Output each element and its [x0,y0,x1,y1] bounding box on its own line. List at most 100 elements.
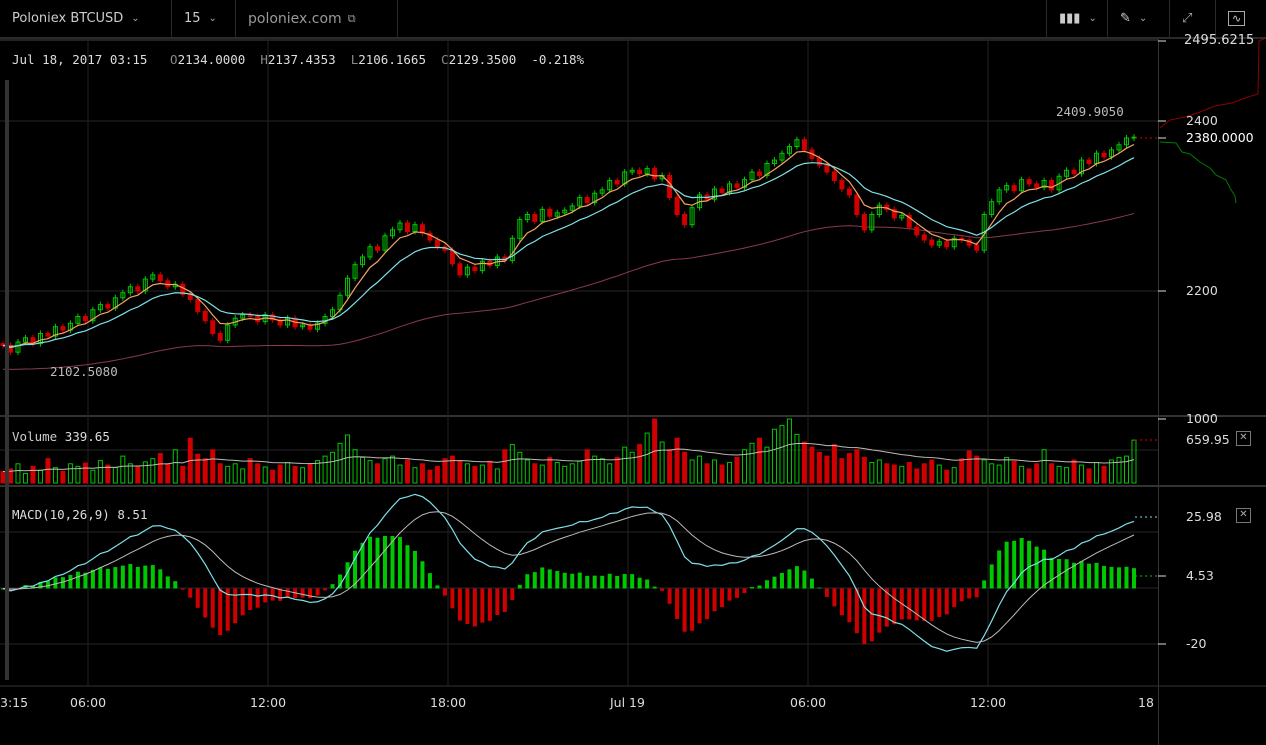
macd-hist-up [645,579,650,589]
macd-hist-up [158,569,163,589]
candle-up [1109,149,1115,158]
volume-bar-up [232,463,238,484]
candle-down [270,314,276,321]
candle-up [1041,180,1047,188]
change-value: -0.218% [531,52,585,67]
volume-bar-down [442,458,448,484]
close-volume-icon[interactable]: ✕ [1236,431,1251,446]
chart-style-button[interactable]: ▮▮▮ ⌄ [1046,0,1108,37]
candle-down [404,222,410,232]
macd-hist-down [967,588,972,599]
volume-bar-down [816,451,822,484]
candle-up [127,286,133,294]
candle-up [779,152,785,161]
macd-hist-up [173,581,178,589]
macd-hist-up [600,575,605,589]
volume-bar-up [981,459,987,484]
volume-bar-down [974,455,980,484]
volume-bar-down [966,450,972,484]
close-macd-icon[interactable]: ✕ [1236,508,1251,523]
volume-bar-up [659,441,665,484]
macd-hist-down [824,588,829,597]
macd-hist-up [1057,559,1062,589]
volume-bar-up [412,467,418,484]
candle-up [315,322,321,330]
volume-bar-down [0,470,6,484]
macd-hist-down [929,588,934,621]
indicators-button[interactable]: ∿ [1216,0,1266,37]
macd-hist-up [1042,549,1047,589]
macd-hist-down [974,588,979,598]
indicator-chart-icon: ∿ [1228,11,1246,26]
volume-bar-down [210,449,216,484]
candle-down [419,224,425,234]
volume-bar-up [494,468,500,484]
macd-hist-up [1049,557,1054,589]
volume-bar-down [854,449,860,484]
candle-up [562,209,568,214]
source-label: poloniex.com [248,10,342,27]
candle-down [210,320,216,334]
long-ma-line [2,213,1135,370]
macd-hist-down [225,588,230,631]
volume-bar-up [1116,456,1122,484]
volume-bar-down [944,469,950,484]
macd-hist-up [517,584,522,589]
candle-up [869,214,875,231]
macd-hist-down [180,588,185,590]
macd-hist-up [397,537,402,589]
candle-down [929,239,935,246]
volume-bar-up [629,451,635,484]
macd-hist-up [98,567,103,589]
macd-hist-down [270,588,275,601]
macd-hist-down [323,588,328,591]
drawing-tools-button[interactable]: ✎ ⌄ [1108,0,1170,37]
macd-hist-down [697,588,702,624]
volume-bar-up [464,463,470,484]
price-axis-top: 2495.6215 [1184,33,1255,48]
candle-up [517,219,523,239]
candle-up [37,333,43,345]
macd-hist-up [764,580,769,589]
candle-down [45,333,51,337]
candle-up [996,189,1002,203]
macd-hist-down [959,588,964,602]
volume-bar-up [869,462,875,484]
interval-selector[interactable]: 15 ⌄ [172,0,236,37]
symbol-selector[interactable]: Poloniex BTCUSD ⌄ [0,0,172,37]
fullscreen-button[interactable]: ⤢ [1170,0,1216,37]
volume-bar-down [839,458,845,484]
macd-hist-up [1019,538,1024,589]
macd-hist-up [1064,559,1069,589]
volume-bar-up [67,463,73,484]
candle-down [756,171,762,176]
candle-up [120,292,126,299]
macd-hist-down [944,588,949,615]
candle-down [861,214,867,231]
high-key: H [260,52,268,67]
candle-down [974,244,980,251]
candle-up [97,304,103,311]
macd-hist-down [742,588,747,593]
source-link[interactable]: poloniex.com ⧉ [236,0,398,37]
macd-hist-down [705,588,710,620]
candle-down [532,214,538,222]
volume-bar-up [97,460,103,484]
candle-down [202,310,208,322]
volume-bar-up [142,461,148,484]
volume-bar-down [1101,465,1107,484]
candle-up [1064,169,1070,177]
symbol-label: Poloniex BTCUSD [12,11,124,26]
candle-down [375,246,380,251]
macd-hist-up [135,566,140,589]
macd-hist-down [712,588,717,612]
volume-bar-down [846,453,852,484]
ema-slow-line [2,157,1135,348]
macd-hist-down [285,588,290,598]
volume-bar-down [1086,468,1092,484]
volume-bar-up [240,468,246,484]
candle-up [1079,159,1085,175]
volume-bar-up [225,465,231,484]
volume-bar-down [734,456,740,484]
